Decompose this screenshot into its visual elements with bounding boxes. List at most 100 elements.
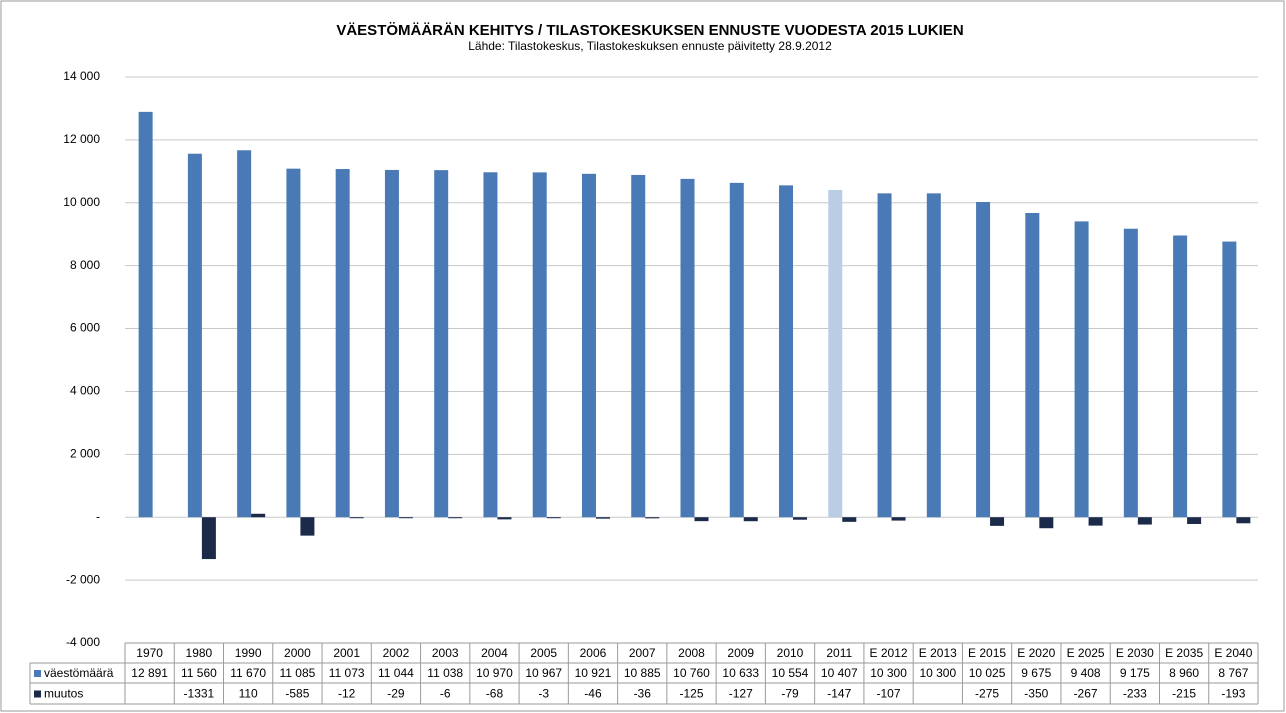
population-bar [138, 111, 153, 518]
change-bar [1236, 517, 1251, 524]
population-bar [187, 153, 202, 518]
population-bar [335, 169, 350, 518]
table-cell: 11 670 [230, 666, 266, 680]
table-cell: -107 [877, 687, 901, 701]
population-bar [1074, 221, 1089, 518]
change-bar [251, 513, 266, 518]
x-tick-label: E 2025 [1067, 646, 1105, 660]
table-cell: 11 038 [427, 666, 463, 680]
table-cell: -233 [1123, 687, 1147, 701]
x-tick-label: 2009 [727, 646, 754, 660]
table-cell: -125 [679, 687, 703, 701]
population-bar [631, 174, 646, 518]
change-bar [448, 517, 463, 519]
population-bar [1025, 212, 1040, 518]
x-tick-label: E 2015 [968, 646, 1006, 660]
x-tick-label: 1980 [186, 646, 213, 660]
table-cell: 10 970 [476, 666, 513, 680]
table-cell: -275 [975, 687, 999, 701]
x-tick-label: 2002 [383, 646, 410, 660]
table-cell: 10 967 [525, 666, 562, 680]
change-bar [694, 517, 709, 522]
table-cell: -79 [781, 687, 799, 701]
table-cell: 8 767 [1218, 666, 1248, 680]
change-bar [1137, 517, 1152, 525]
table-cell: -1331 [184, 687, 215, 701]
y-tick-label: 10 000 [63, 195, 100, 209]
x-tick-label: 2005 [530, 646, 557, 660]
population-bar [1123, 228, 1138, 518]
change-bar [398, 517, 413, 519]
y-tick-label: 2 000 [70, 447, 100, 461]
change-bar [546, 517, 561, 519]
x-tick-label: E 2040 [1214, 646, 1252, 660]
table-cell: 9 175 [1120, 666, 1150, 680]
legend-label: väestömäärä [44, 666, 114, 680]
x-tick-label: 2004 [481, 646, 508, 660]
table-cell: 10 300 [919, 666, 956, 680]
table-cell: -46 [584, 687, 602, 701]
population-bar [384, 169, 399, 518]
y-tick-label: -4 000 [66, 635, 100, 649]
table-cell: 12 891 [131, 666, 168, 680]
table-cell: 10 300 [870, 666, 907, 680]
population-bar [286, 168, 301, 518]
x-tick-label: E 2013 [919, 646, 957, 660]
table-cell: 10 633 [722, 666, 759, 680]
x-tick-label: E 2030 [1116, 646, 1154, 660]
population-bar [434, 170, 449, 518]
table-cell: 11 560 [181, 666, 217, 680]
population-bar [532, 172, 547, 518]
x-tick-label: 1990 [235, 646, 262, 660]
change-bar [743, 517, 758, 522]
change-bar [990, 517, 1005, 526]
table-cell: -36 [634, 687, 652, 701]
table-cell: -68 [486, 687, 504, 701]
population-bar [976, 201, 991, 518]
change-bar [891, 517, 906, 521]
table-cell: 11 044 [378, 666, 414, 680]
table-cell: -3 [538, 687, 549, 701]
table-cell: 9 675 [1021, 666, 1051, 680]
x-tick-label: 2000 [284, 646, 311, 660]
population-bar [680, 178, 695, 518]
y-tick-label: 6 000 [70, 321, 100, 335]
table-cell: 11 073 [329, 666, 365, 680]
change-bar [1088, 517, 1103, 526]
table-cell: -267 [1074, 687, 1098, 701]
population-bar [828, 189, 843, 518]
table-cell: 10 921 [575, 666, 612, 680]
legend-label: muutos [44, 687, 83, 701]
x-tick-label: E 2012 [870, 646, 908, 660]
change-bar [1187, 517, 1202, 524]
table-cell: -585 [285, 687, 309, 701]
population-bar [926, 193, 941, 518]
table-cell: 11 085 [280, 666, 316, 680]
table-cell: -350 [1024, 687, 1048, 701]
table-cell: -127 [729, 687, 753, 701]
change-bar [300, 517, 315, 536]
change-bar [793, 517, 808, 520]
population-bar [1222, 241, 1237, 518]
x-tick-label: 1970 [136, 646, 163, 660]
table-cell: 110 [239, 687, 258, 701]
y-tick-label: - [96, 509, 100, 523]
table-cell: 10 885 [624, 666, 661, 680]
population-bar [729, 182, 744, 518]
table-cell: -215 [1172, 687, 1196, 701]
table-cell: -193 [1221, 687, 1245, 701]
legend-swatch [34, 690, 41, 698]
x-tick-label: 2006 [580, 646, 607, 660]
x-tick-label: 2011 [826, 646, 852, 660]
population-bar [1173, 235, 1188, 518]
chart-title: VÄESTÖMÄÄRÄN KEHITYS / TILASTOKESKUKSEN … [336, 22, 963, 39]
change-bar [201, 517, 216, 560]
x-tick-label: 2010 [777, 646, 804, 660]
x-tick-label: 2003 [432, 646, 459, 660]
population-bar [237, 150, 252, 518]
table-cell: -12 [338, 687, 356, 701]
table-cell: 10 760 [673, 666, 710, 680]
table-cell: 10 025 [969, 666, 1006, 680]
change-bar [595, 517, 610, 519]
